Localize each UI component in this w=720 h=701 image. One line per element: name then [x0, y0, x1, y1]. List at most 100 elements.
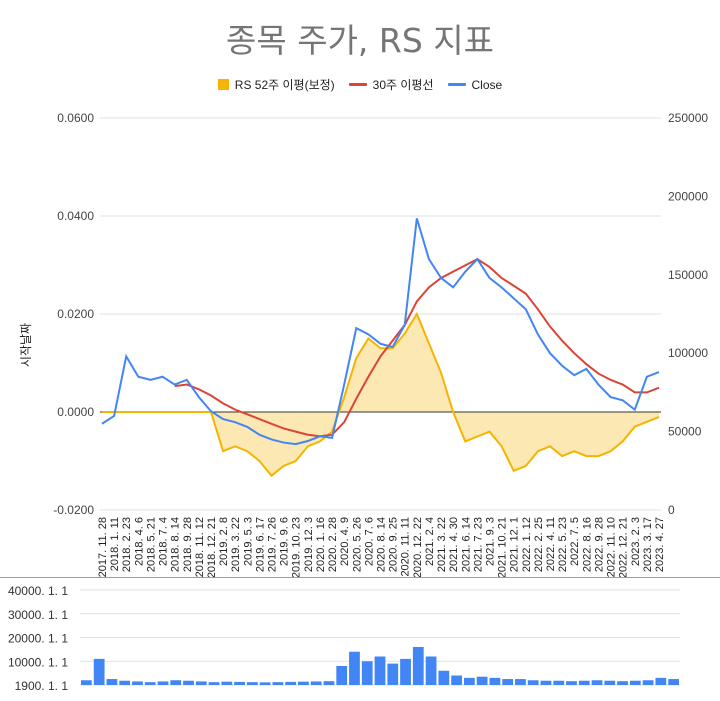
x-tick-label: 2019. 2. 8: [218, 517, 230, 566]
x-tick-label: 2020. 8. 14: [376, 517, 388, 572]
x-tick-label: 2017. 11. 28: [97, 517, 109, 577]
bottom-y-tick-label: 40000. 1. 1: [8, 584, 68, 598]
chart-title: 종목 주가, RS 지표: [226, 21, 494, 60]
bottom-bar: [285, 681, 297, 685]
y-right-tick-label: 50000: [668, 425, 702, 439]
bottom-bar: [387, 663, 399, 685]
bottom-bar: [157, 681, 169, 685]
bottom-bar: [259, 682, 271, 685]
x-tick-label: 2022. 1. 12: [521, 517, 533, 572]
x-tick-label: 2019. 12. 3: [303, 517, 315, 572]
y-left-axis-title: 시작날짜: [19, 323, 33, 367]
bottom-y-tick-label: 20000. 1. 1: [8, 632, 68, 646]
bottom-bar: [349, 651, 360, 685]
bottom-bar: [476, 676, 488, 685]
x-tick-label: 2022. 7. 5: [569, 517, 581, 566]
x-tick-label: 2022. 4. 11: [545, 517, 557, 571]
x-tick-label: 2020. 7. 6: [363, 517, 375, 566]
bottom-bar: [119, 680, 131, 685]
bottom-bar: [668, 679, 679, 685]
legend-swatch-close: [447, 83, 466, 86]
bottom-bar: [310, 681, 322, 685]
x-tick-label: 2018. 5. 21: [145, 517, 157, 572]
x-tick-label: 2019. 7. 26: [267, 517, 279, 572]
x-tick-label: 2020. 4. 9: [339, 517, 351, 566]
bottom-bar: [400, 658, 411, 685]
legend-item-close: Close: [447, 76, 503, 93]
x-tick-label: 2019. 9. 6: [279, 517, 291, 566]
bottom-bar: [132, 681, 143, 685]
x-tick-label: 2020. 2. 28: [327, 517, 339, 572]
x-tick-label: 2022. 12. 21: [618, 517, 630, 578]
x-tick-label: 2021. 9. 3: [484, 517, 496, 566]
x-tick-label: 2023. 3. 17: [642, 517, 654, 572]
y-right-tick-label: 100000: [668, 346, 708, 360]
x-tick-label: 2018. 8. 14: [170, 517, 182, 572]
bottom-bar: [170, 680, 182, 685]
bottom-bar: [183, 680, 194, 685]
bottom-y-tick-label: 1900. 1. 1: [15, 679, 69, 693]
x-tick-label: 2022. 8. 16: [581, 517, 593, 572]
x-tick-label: 2022. 11. 10: [606, 517, 618, 577]
bottom-bar: [463, 677, 475, 685]
x-tick-label: 2019. 6. 17: [254, 517, 266, 572]
y-left-tick-label: 0.0200: [57, 307, 94, 321]
x-tick-label: 2023. 2. 3: [630, 517, 642, 566]
y-right-tick-label: 0: [668, 503, 675, 517]
bottom-bar: [617, 681, 628, 685]
bottom-bar: [208, 682, 220, 685]
x-tick-label: 2021. 12. 1: [509, 517, 521, 572]
legend-swatch-ma: [348, 83, 367, 86]
bottom-bar: [540, 680, 552, 685]
bottom-bar: [93, 658, 105, 685]
x-tick-label: 2020. 12. 22: [412, 517, 424, 578]
bottom-bar: [221, 681, 233, 685]
y-left-tick-label: 0.0000: [57, 405, 94, 419]
legend-label-rs: RS 52주 이평(보정): [234, 78, 335, 92]
x-tick-label: 2022. 5. 23: [557, 517, 569, 572]
bottom-y-tick-label: 30000. 1. 1: [8, 608, 68, 622]
x-tick-label: 2021. 7. 23: [472, 517, 484, 572]
bottom-bar: [642, 680, 654, 685]
x-tick-label: 2021. 10. 21: [497, 517, 509, 578]
x-tick-label: 2023. 4. 27: [654, 517, 666, 572]
series-line-close: [101, 218, 660, 446]
x-tick-label: 2020. 9. 25: [388, 517, 400, 572]
bottom-bar: [361, 661, 373, 685]
legend-label-ma: 30주 이평선: [372, 78, 434, 92]
bottom-bar: [591, 680, 603, 685]
bottom-bar: [336, 666, 348, 685]
bottom-bar: [195, 681, 207, 685]
bottom-bar: [272, 682, 284, 685]
bottom-bar: [412, 647, 424, 685]
legend-item-ma: 30주 이평선: [348, 76, 434, 93]
bottom-bar: [374, 656, 386, 685]
x-tick-label: 2021. 4. 30: [448, 517, 460, 572]
y-right-tick-label: 250000: [668, 111, 708, 125]
bottom-bar: [144, 682, 156, 685]
y-right-tick-label: 200000: [668, 189, 708, 203]
x-tick-label: 2021. 3. 22: [436, 517, 448, 572]
legend-item-rs: RS 52주 이평(보정): [217, 76, 335, 93]
legend: RS 52주 이평(보정) 30주 이평선 Close: [0, 76, 720, 93]
series-line-rs: [102, 311, 660, 478]
legend-label-close: Close: [471, 77, 503, 92]
x-tick-label: 2018. 12. 21: [206, 517, 218, 578]
bottom-bar: [489, 677, 501, 685]
bottom-bar: [566, 681, 577, 685]
bottom-bar: [578, 680, 590, 685]
x-tick-label: 2020. 11. 11: [400, 517, 412, 577]
x-tick-label: 2022. 9. 28: [593, 517, 605, 572]
legend-swatch-rs: [217, 79, 229, 90]
x-tick-label: 2020. 5. 26: [351, 517, 363, 572]
bottom-bar: [106, 679, 118, 685]
x-tick-label: 2020. 1. 16: [315, 517, 327, 572]
bottom-bar: [438, 670, 450, 685]
bottom-bar: [81, 680, 92, 685]
x-tick-label: 2018. 2. 23: [121, 517, 133, 572]
bottom-y-tick-label: 10000. 1. 1: [8, 655, 68, 669]
bottom-bar: [451, 675, 462, 685]
y-right-tick-label: 150000: [668, 268, 708, 282]
x-tick-label: 2022. 2. 25: [533, 517, 545, 572]
bottom-bar: [246, 682, 258, 685]
